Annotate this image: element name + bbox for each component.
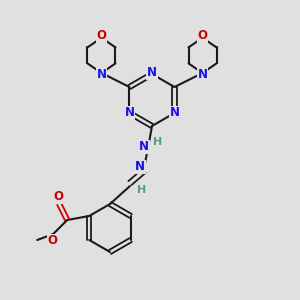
Text: H: H [137, 185, 147, 195]
Text: O: O [97, 29, 106, 42]
Text: N: N [139, 140, 149, 154]
Text: N: N [197, 68, 208, 82]
Text: O: O [53, 190, 63, 203]
Text: O: O [47, 235, 57, 248]
Text: N: N [147, 67, 157, 80]
Text: O: O [197, 29, 208, 42]
Text: N: N [135, 160, 145, 173]
Text: H: H [153, 137, 163, 147]
Text: N: N [169, 106, 179, 119]
Text: N: N [97, 68, 106, 82]
Text: N: N [124, 106, 134, 119]
